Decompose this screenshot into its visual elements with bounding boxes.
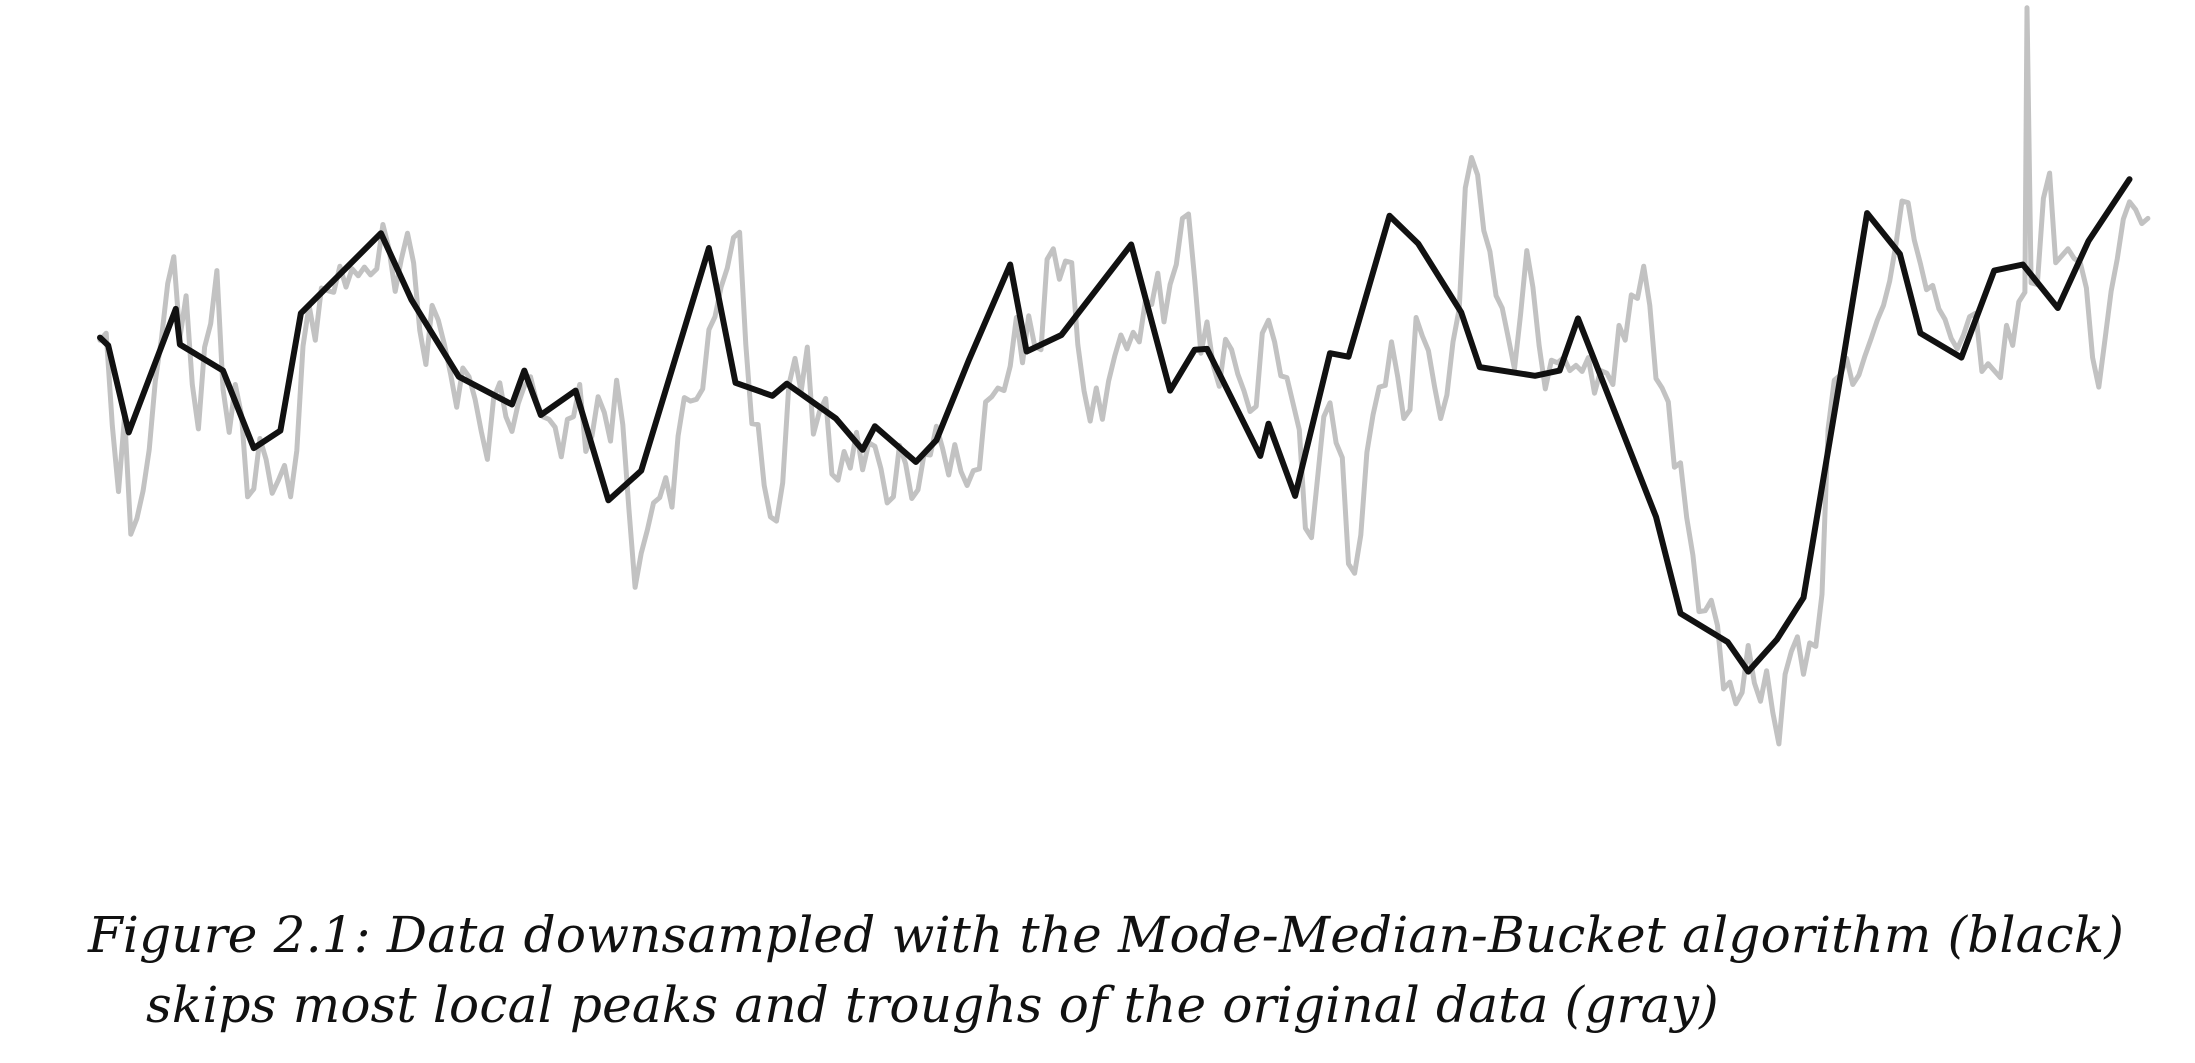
downsampled-series-line (97, 176, 2133, 675)
downsampled-data-series (97, 176, 2133, 675)
line-chart (97, 5, 2151, 747)
original-series-line (97, 5, 2151, 747)
original-data-series (97, 5, 2151, 747)
figure-caption: Figure 2.1: Data downsampled with the Mo… (88, 906, 2125, 1034)
